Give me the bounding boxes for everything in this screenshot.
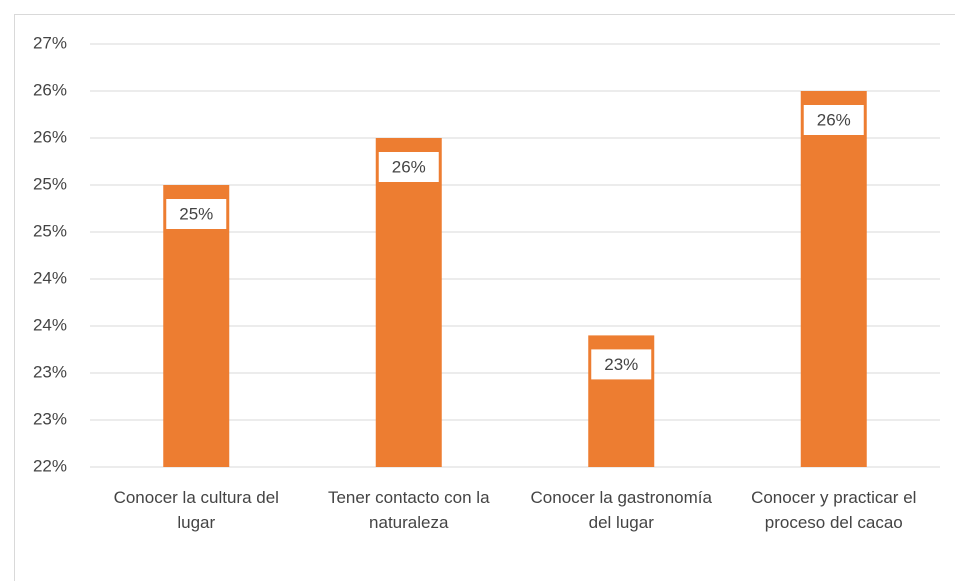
chart-border bbox=[14, 14, 955, 581]
x-tick-label: Conocer y practicar el proceso del cacao bbox=[751, 488, 917, 532]
y-tick-label: 24% bbox=[33, 268, 67, 287]
x-tick-label: Conocer la cultura del lugar bbox=[113, 488, 279, 532]
bar bbox=[800, 91, 867, 467]
bar bbox=[375, 138, 442, 467]
y-tick-label: 25% bbox=[33, 221, 67, 240]
bar bbox=[163, 185, 230, 467]
data-label-box bbox=[803, 105, 864, 135]
data-label: 23% bbox=[604, 355, 638, 374]
y-tick-label: 25% bbox=[33, 174, 67, 193]
data-label-box bbox=[166, 199, 227, 229]
x-tick-label: Tener contacto con la naturaleza bbox=[327, 488, 490, 532]
data-label: 25% bbox=[179, 204, 213, 223]
data-label: 26% bbox=[392, 157, 426, 176]
data-label: 26% bbox=[817, 110, 851, 129]
x-tick-label: Conocer la gastronomía del lugar bbox=[530, 488, 712, 532]
data-label-box bbox=[591, 349, 652, 380]
y-tick-label: 22% bbox=[33, 456, 67, 475]
y-tick-label: 26% bbox=[33, 127, 67, 146]
y-tick-label: 26% bbox=[33, 80, 67, 99]
data-label-box bbox=[378, 152, 439, 182]
y-tick-label: 27% bbox=[33, 33, 67, 52]
y-tick-label: 23% bbox=[33, 409, 67, 428]
y-tick-label: 24% bbox=[33, 315, 67, 334]
y-tick-label: 23% bbox=[33, 362, 67, 381]
